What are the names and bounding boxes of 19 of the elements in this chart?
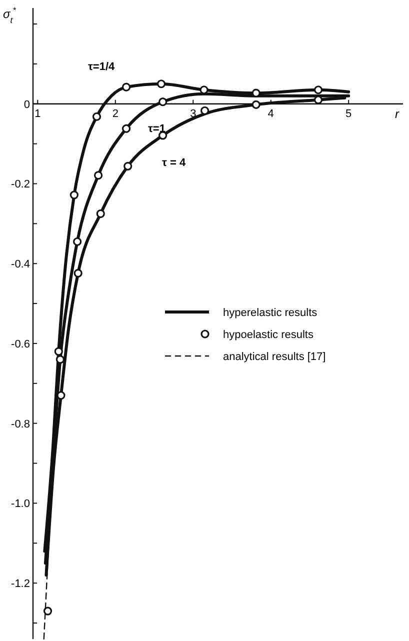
x-tick-label: 1 bbox=[34, 108, 41, 120]
y-tick-label: 0 bbox=[24, 98, 30, 111]
y-tick-label: -0.6 bbox=[11, 338, 30, 350]
x-tick-label: 3 bbox=[190, 108, 196, 120]
annotation: τ=1/4 bbox=[88, 61, 116, 73]
legend-label: hypoelastic results bbox=[223, 329, 314, 341]
x-axis-title: r bbox=[395, 106, 400, 121]
y-tick-label: -0.8 bbox=[11, 418, 30, 430]
legend-label: analytical results [17] bbox=[223, 351, 326, 363]
annotation: τ=1 bbox=[148, 123, 166, 135]
x-tick-label: 5 bbox=[346, 108, 352, 120]
y-tick-label: -1.2 bbox=[11, 578, 30, 590]
y-tick-label: -0.2 bbox=[11, 178, 30, 191]
x-tick-label: 2 bbox=[112, 108, 118, 120]
x-tick-label: 4 bbox=[268, 108, 274, 120]
y-tick-label: -1.0 bbox=[11, 498, 30, 510]
y-tick-label: -0.4 bbox=[11, 258, 30, 271]
legend-label: hyperelastic results bbox=[223, 307, 318, 319]
annotation: τ = 4 bbox=[162, 157, 186, 169]
